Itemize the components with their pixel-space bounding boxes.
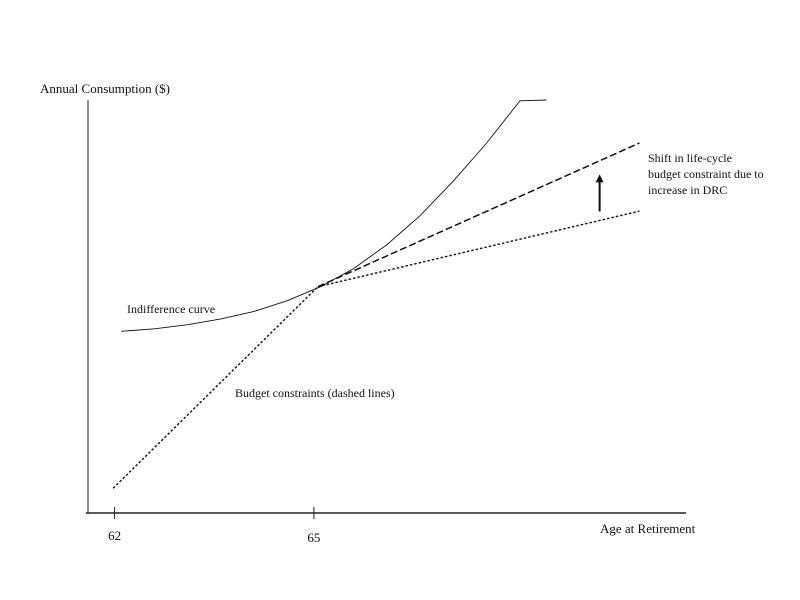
annotation-shift-line-2: budget constraint due to: [648, 167, 764, 181]
x-tick-label-65: 65: [307, 530, 320, 545]
series-budget-shifted: [317, 142, 640, 288]
axes: [86, 100, 686, 514]
series-group: [112, 99, 640, 489]
annotation-shift: Shift in life-cycle budget constraint du…: [648, 151, 767, 197]
annotation-indifference: Indifference curve: [127, 302, 215, 316]
x-ticks: 62 65: [108, 507, 320, 545]
series-indifference: [121, 99, 547, 332]
annotation-budget: Budget constraints (dashed lines): [235, 386, 395, 400]
y-axis-label: Annual Consumption ($): [40, 81, 170, 96]
shift-arrow: [595, 174, 604, 212]
x-tick-label-62: 62: [108, 528, 121, 543]
series-budget-original: [317, 210, 640, 288]
series-budget-steep: [112, 286, 319, 489]
arrow-head: [595, 174, 604, 183]
annotation-shift-line-1: Shift in life-cycle: [648, 151, 732, 165]
annotation-shift-line-3: increase in DRC: [648, 183, 727, 197]
x-axis-label: Age at Retirement: [600, 521, 696, 536]
